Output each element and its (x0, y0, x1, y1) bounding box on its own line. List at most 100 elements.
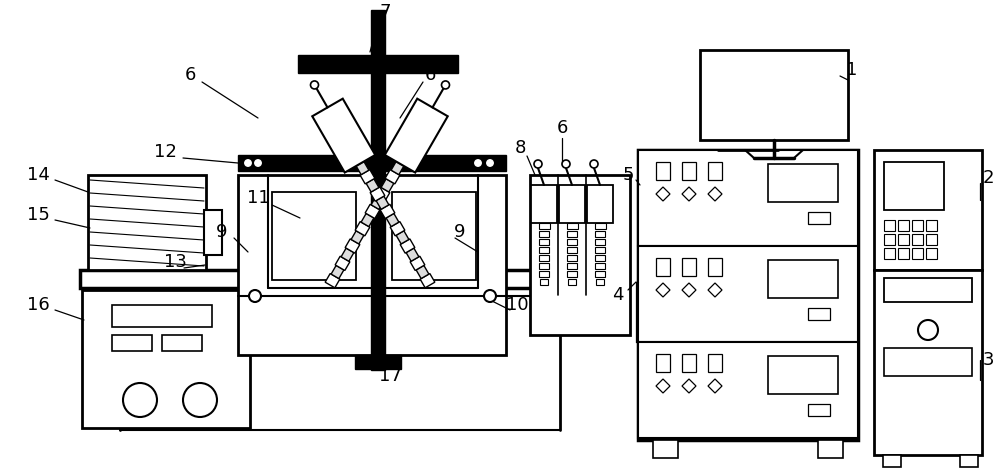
Bar (355, 355, 401, 369)
Bar (700, 50, 848, 140)
Bar (567, 255, 577, 261)
Bar (298, 55, 458, 73)
Polygon shape (312, 99, 375, 172)
Polygon shape (385, 170, 400, 184)
Text: 6: 6 (556, 119, 568, 137)
Bar (531, 185, 557, 223)
Bar (88, 175, 206, 270)
Bar (567, 239, 577, 245)
Polygon shape (361, 213, 374, 227)
Polygon shape (390, 221, 405, 236)
Polygon shape (376, 196, 389, 209)
Bar (559, 185, 585, 223)
Bar (768, 164, 838, 202)
Polygon shape (708, 187, 722, 201)
Circle shape (473, 158, 483, 168)
Bar (656, 162, 670, 180)
Polygon shape (381, 179, 394, 192)
Circle shape (484, 290, 496, 302)
Polygon shape (365, 204, 380, 219)
Circle shape (590, 160, 598, 168)
Bar (80, 270, 590, 288)
Bar (567, 271, 577, 277)
Bar (112, 305, 212, 327)
Bar (912, 220, 923, 231)
Bar (884, 234, 895, 245)
Bar (708, 162, 722, 180)
Bar (595, 247, 605, 253)
Bar (884, 278, 972, 302)
Polygon shape (341, 248, 354, 261)
Polygon shape (366, 179, 379, 192)
Bar (682, 354, 696, 372)
Bar (594, 223, 606, 229)
Text: 15: 15 (27, 206, 49, 224)
Polygon shape (345, 239, 360, 253)
Circle shape (249, 290, 261, 302)
Polygon shape (360, 170, 375, 184)
Text: 9: 9 (216, 223, 228, 241)
Polygon shape (708, 379, 722, 393)
Bar (566, 223, 578, 229)
Bar (272, 192, 356, 280)
Bar (926, 234, 937, 245)
Text: 2: 2 (982, 169, 994, 187)
Bar (595, 263, 605, 269)
Text: 13: 13 (164, 253, 186, 271)
Polygon shape (325, 274, 340, 288)
Circle shape (123, 383, 157, 417)
Bar (595, 255, 605, 261)
Polygon shape (682, 283, 696, 297)
Bar (392, 192, 476, 280)
Polygon shape (370, 187, 385, 201)
Bar (884, 220, 895, 231)
Bar (653, 440, 678, 458)
Circle shape (442, 81, 450, 89)
Bar (682, 162, 696, 180)
Bar (539, 255, 549, 261)
Circle shape (485, 158, 495, 168)
Circle shape (243, 158, 253, 168)
Bar (638, 246, 858, 342)
Bar (371, 10, 385, 370)
Text: 8: 8 (514, 139, 526, 157)
Text: 14: 14 (27, 166, 49, 184)
Bar (768, 356, 838, 394)
Circle shape (183, 383, 217, 417)
Polygon shape (331, 266, 344, 279)
Bar (898, 248, 909, 259)
Bar (898, 220, 909, 231)
Bar (912, 248, 923, 259)
Bar (808, 404, 830, 416)
Bar (587, 185, 613, 223)
Bar (656, 258, 670, 276)
Polygon shape (371, 196, 384, 209)
Bar (682, 258, 696, 276)
Bar (638, 150, 858, 246)
Bar (538, 223, 550, 229)
Bar (82, 290, 250, 428)
Text: 10: 10 (506, 296, 528, 314)
Bar (567, 231, 577, 237)
Text: 9: 9 (454, 223, 466, 241)
Bar (567, 247, 577, 253)
Polygon shape (335, 256, 350, 270)
Text: 6: 6 (424, 66, 436, 84)
Text: 3: 3 (982, 351, 994, 369)
Polygon shape (351, 231, 364, 244)
Bar (595, 271, 605, 277)
Bar (539, 231, 549, 237)
Polygon shape (708, 283, 722, 297)
Bar (238, 155, 506, 171)
Text: 6: 6 (184, 66, 196, 84)
Polygon shape (391, 162, 404, 175)
Bar (818, 440, 843, 458)
Bar (567, 263, 577, 269)
Bar (539, 247, 549, 253)
Polygon shape (400, 239, 415, 253)
Bar (884, 248, 895, 259)
Bar (568, 279, 576, 285)
Polygon shape (420, 274, 435, 288)
Polygon shape (385, 99, 448, 172)
Bar (638, 150, 858, 440)
